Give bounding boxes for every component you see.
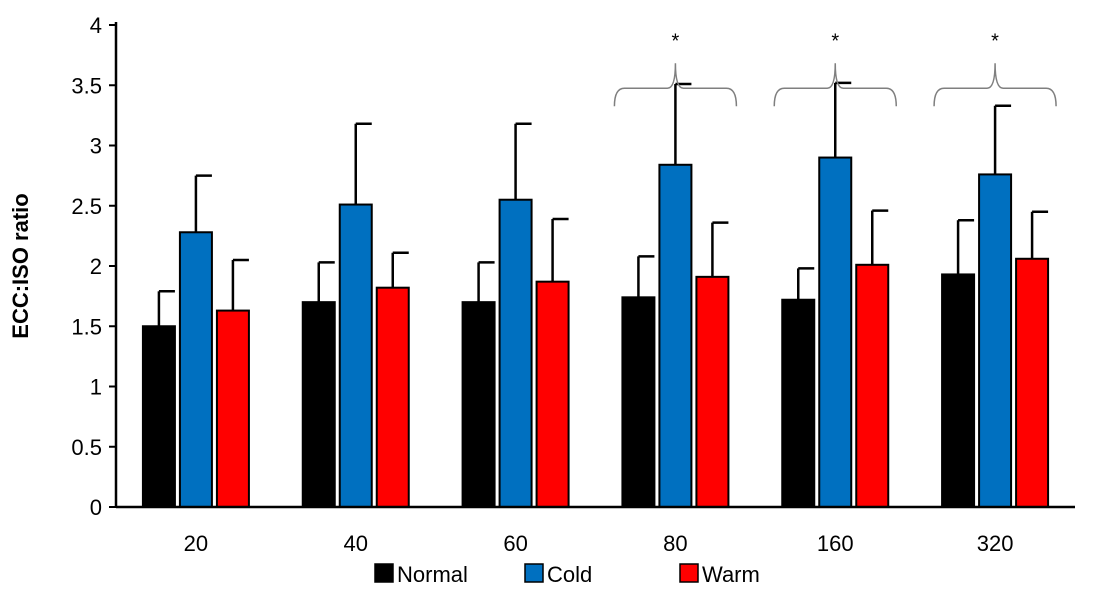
bar-warm-40	[375, 286, 410, 508]
y-axis-ticks: 0 0.5 1 1.5 2 2.5 3 3.5 4	[71, 13, 116, 520]
significance-bracket	[613, 63, 738, 107]
legend-label-cold: Cold	[547, 562, 592, 587]
significance-star: *	[991, 30, 999, 52]
y-tick-label: 1	[90, 375, 102, 400]
significance-bracket	[773, 63, 897, 107]
y-tick-label: 0.5	[71, 435, 102, 460]
bar-cold-160	[818, 156, 853, 509]
axes	[114, 22, 1075, 509]
x-tick-label: 60	[503, 531, 527, 556]
legend-label-warm: Warm	[702, 562, 760, 587]
bars	[141, 156, 1050, 509]
significance-star: *	[672, 30, 680, 52]
bar-normal-80	[621, 296, 656, 508]
legend-swatch-normal	[374, 563, 394, 583]
bar-normal-40	[301, 301, 336, 508]
legend: Normal Cold Warm	[374, 562, 760, 587]
y-tick-label: 0	[90, 495, 102, 520]
y-tick-label: 3	[90, 134, 102, 159]
bar-normal-320	[941, 273, 976, 508]
significance-star: *	[831, 30, 839, 52]
bar-cold-20	[178, 231, 213, 508]
y-tick-label: 4	[90, 13, 102, 38]
bar-normal-160	[781, 298, 816, 508]
bar-warm-160	[855, 263, 890, 509]
significance-bracket	[933, 63, 1057, 107]
legend-swatch-cold	[524, 563, 544, 583]
y-axis-title: ECC:ISO ratio	[8, 193, 33, 338]
x-tick-label: 80	[663, 531, 687, 556]
bar-warm-80	[695, 275, 730, 508]
bar-cold-60	[498, 198, 533, 508]
x-tick-label: 40	[344, 531, 368, 556]
bar-warm-20	[215, 309, 250, 508]
error-bars	[157, 81, 1049, 327]
bar-normal-20	[141, 325, 176, 508]
bar-cold-80	[658, 163, 693, 508]
y-axis-title-group: ECC:ISO ratio	[8, 193, 33, 338]
y-tick-label: 2	[90, 254, 102, 279]
bar-normal-60	[461, 301, 496, 508]
y-tick-label: 1.5	[71, 314, 102, 339]
legend-swatch-warm	[679, 563, 699, 583]
y-tick-label: 2.5	[71, 194, 102, 219]
bar-cold-40	[338, 203, 373, 508]
bar-warm-320	[1015, 257, 1050, 508]
bar-warm-60	[535, 280, 570, 509]
x-tick-label: 320	[977, 531, 1014, 556]
x-tick-label: 20	[184, 531, 208, 556]
y-tick-label: 3.5	[71, 73, 102, 98]
legend-label-normal: Normal	[397, 562, 468, 587]
x-tick-label: 160	[817, 531, 854, 556]
bar-cold-320	[978, 173, 1013, 508]
x-axis-ticks: 20 40 60 80 160 320	[184, 531, 1014, 556]
significance-markers: * * *	[613, 30, 1057, 107]
